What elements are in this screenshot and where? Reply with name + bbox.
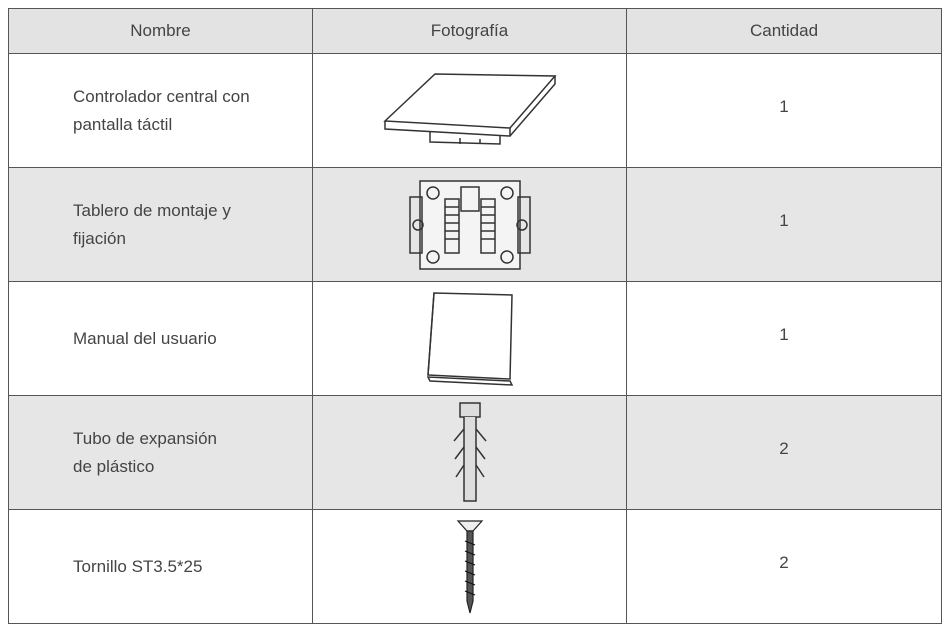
quantity-cell: 2 (626, 509, 942, 624)
quantity: 2 (779, 552, 789, 572)
row: Controlador central con pantalla táctil 1 (8, 53, 942, 168)
name-line: fijación (73, 228, 126, 248)
name-line: Tornillo ST3.5*25 (73, 556, 203, 576)
photo-cell (312, 509, 627, 624)
name-cell: Tablero de montaje y fijación (8, 167, 313, 282)
quantity: 1 (779, 96, 789, 116)
row: Tornillo ST3.5*25 2 (8, 509, 942, 624)
photo-cell (312, 281, 627, 396)
quantity-cell: 2 (626, 395, 942, 510)
quantity-cell: 1 (626, 167, 942, 282)
name-line: Controlador central con (73, 86, 250, 106)
quantity: 1 (779, 210, 789, 230)
screw-image (456, 519, 483, 613)
name-line: pantalla táctil (73, 114, 173, 134)
header-cell: Cantidad (626, 8, 942, 54)
name-cell: Tornillo ST3.5*25 (8, 509, 313, 624)
anchor-image (452, 401, 487, 502)
controller-image (382, 72, 557, 145)
quantity-cell: 1 (626, 281, 942, 396)
header-cell: Nombre (8, 8, 313, 54)
quantity-cell: 1 (626, 53, 942, 168)
mounting-plate-image (408, 179, 531, 270)
header-row: Nombre Fotografía Cantidad (8, 8, 942, 54)
contents-table: Nombre Fotografía Cantidad Controlador c… (8, 8, 942, 624)
header-cell: Fotografía (312, 8, 627, 54)
name-line: Tubo de expansión (73, 428, 217, 448)
row: Manual del usuario 1 (8, 281, 942, 396)
name-line: de plástico (73, 456, 155, 476)
name-cell: Controlador central con pantalla táctil (8, 53, 313, 168)
name-line: Manual del usuario (73, 328, 217, 348)
name-cell: Tubo de expansión de plástico (8, 395, 313, 510)
photo-cell (312, 395, 627, 510)
photo-cell (312, 53, 627, 168)
name-line: Tablero de montaje y (73, 200, 231, 220)
manual-image (426, 291, 513, 386)
photo-cell (312, 167, 627, 282)
row: Tubo de expansión de plástico 2 (8, 395, 942, 510)
name-cell: Manual del usuario (8, 281, 313, 396)
row: Tablero de montaje y fijación 1 (8, 167, 942, 282)
quantity: 1 (779, 324, 789, 344)
quantity: 2 (779, 438, 789, 458)
